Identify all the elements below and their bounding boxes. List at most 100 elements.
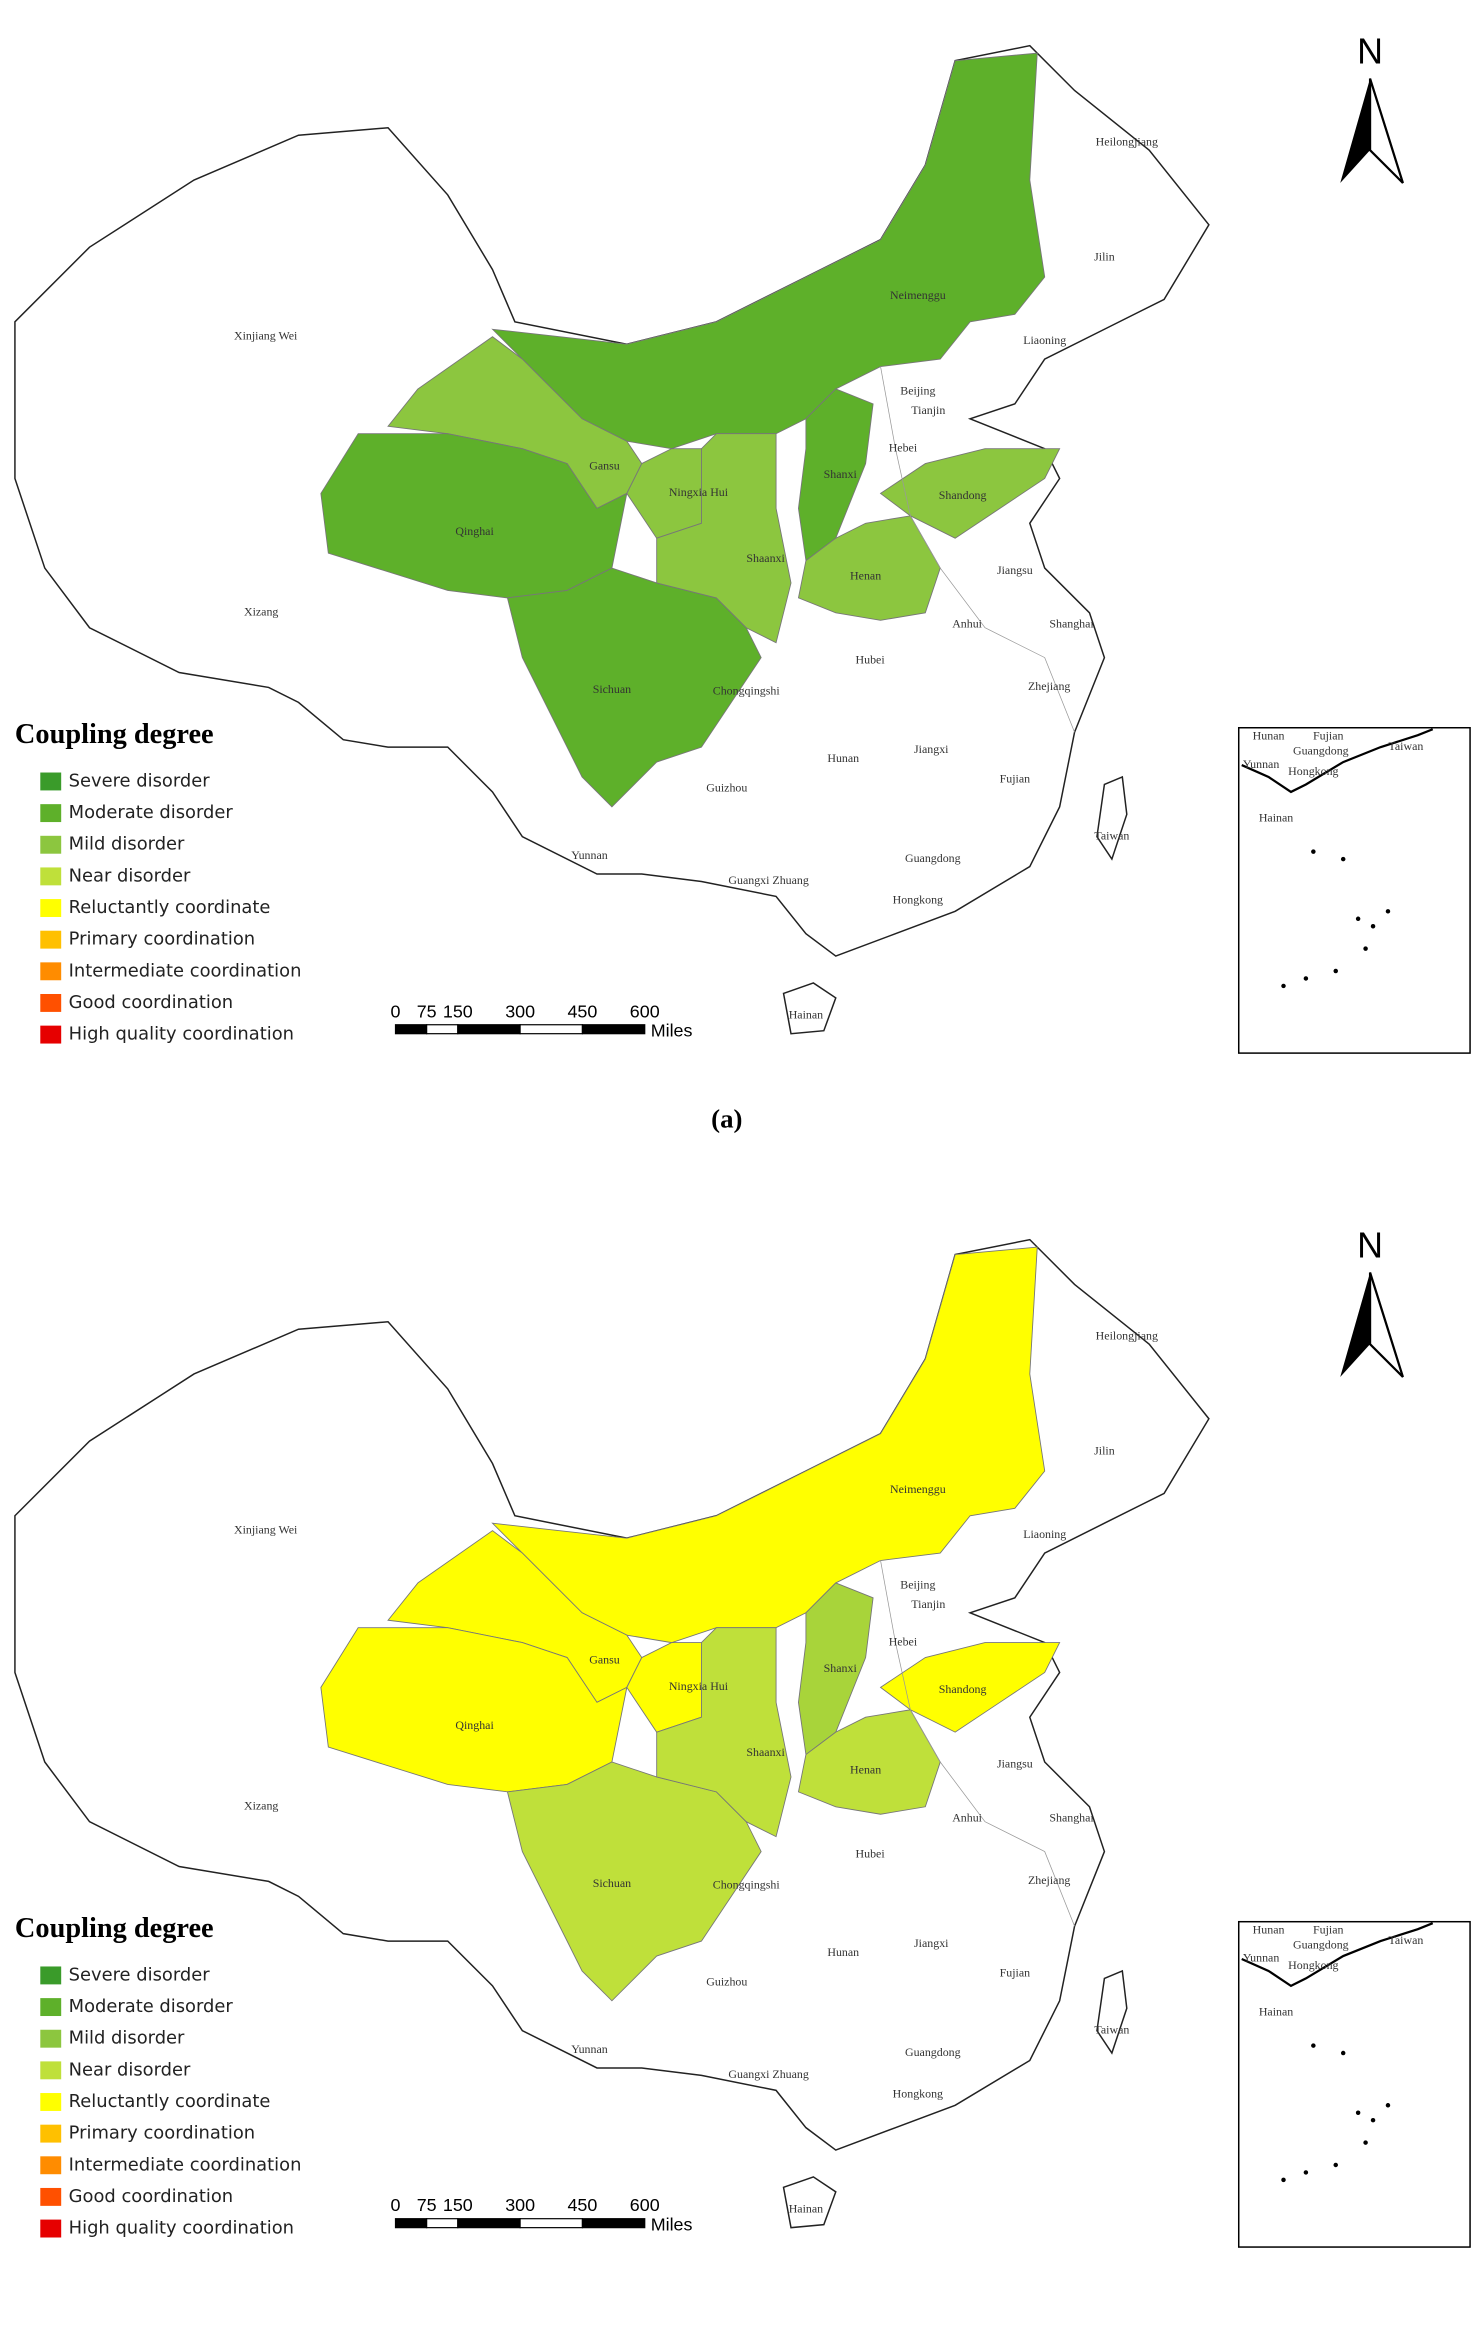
province-label: Henan: [850, 569, 881, 583]
scale-segment: [519, 1024, 584, 1035]
province-region: [506, 567, 762, 808]
inset-island: [1355, 2110, 1361, 2115]
legend-swatch: [40, 2219, 62, 2238]
scale-tick-label: 450: [567, 2195, 597, 2215]
province-label: Hubei: [856, 652, 886, 666]
legend-label: Intermediate coordination: [69, 2154, 302, 2175]
province-label: Shanghai: [1049, 616, 1094, 630]
province-label: Xizang: [244, 605, 278, 619]
inset-label: Hongkong: [1288, 1958, 1338, 1972]
province-label: Xinjiang Wei: [234, 1522, 298, 1536]
province-label: Beijing: [900, 384, 935, 398]
province-label: Hainan: [789, 2201, 823, 2215]
province-label: Anhui: [952, 1810, 982, 1824]
inset-label: Guangdong: [1293, 743, 1349, 757]
scale-tick-label: 150: [443, 1001, 473, 1021]
province-label: Heilongjiang: [1096, 1328, 1158, 1342]
scale-segment: [426, 1024, 459, 1035]
province-label: Fujian: [1000, 1966, 1031, 1980]
province-label: Neimenggu: [890, 288, 946, 302]
province-label: Fujian: [1000, 772, 1031, 786]
province-label: Beijing: [900, 1578, 935, 1592]
panel-caption: (b): [710, 2338, 743, 2342]
north-label: N: [1357, 1226, 1383, 1266]
legend-swatch: [40, 2156, 62, 2175]
inset-label: Fujian: [1313, 1922, 1344, 1936]
taiwan-island: [1096, 1969, 1128, 2055]
legend-label: Primary coordination: [69, 2123, 256, 2144]
province-label: Taiwan: [1094, 828, 1129, 842]
province-label: Chongqingshi: [713, 684, 781, 698]
province-label: Tianjin: [911, 403, 945, 417]
legend-label: Mild disorder: [69, 834, 185, 855]
inset-island: [1303, 2170, 1309, 2175]
legend-label: Severe disorder: [69, 1964, 211, 1985]
province-label: Shanghai: [1049, 1810, 1094, 1824]
inset-coast: [1241, 1922, 1434, 1988]
province-region: [797, 1709, 941, 1815]
inset-label: Hunan: [1253, 728, 1285, 742]
inset-label: Hainan: [1259, 811, 1293, 825]
province-label: Liaoning: [1023, 333, 1066, 347]
province-label: Hunan: [827, 751, 859, 765]
hainan-island: [782, 982, 837, 1035]
north-arrow-right: [1368, 1272, 1404, 1378]
province-label: Jiangsu: [997, 563, 1033, 577]
legend-swatch: [40, 1025, 62, 1044]
province-label: Taiwan: [1094, 2022, 1129, 2036]
province-label: Shandong: [939, 1682, 987, 1696]
province-label: Heilongjiang: [1096, 134, 1158, 148]
province-region: [656, 433, 792, 644]
legend-label: Good coordination: [69, 2186, 233, 2207]
inset-island: [1370, 924, 1376, 929]
inset-label: Hongkong: [1288, 764, 1338, 778]
province-label: Henan: [850, 1763, 881, 1777]
scale-segment: [519, 2218, 584, 2229]
province-label: Neimenggu: [890, 1482, 946, 1496]
province-label: Hainan: [789, 1008, 823, 1022]
scale-tick-label: 300: [505, 1001, 535, 1021]
province-label: Anhui: [952, 616, 982, 630]
inset-island: [1363, 2140, 1368, 2145]
province-borders: [880, 1560, 1075, 1927]
province-borders: [880, 366, 1075, 733]
scale-tick-label: 75: [417, 2195, 437, 2215]
scale-unit: Miles: [651, 2215, 693, 2235]
legend-label: Good coordination: [69, 992, 233, 1013]
province-label: Ningxia Hui: [669, 1679, 729, 1693]
province-region: [656, 1627, 792, 1838]
province-label: Hebei: [889, 440, 918, 454]
inset-island: [1303, 976, 1309, 981]
province-label: Guizhou: [706, 781, 747, 795]
inset-label: Yunnan: [1243, 757, 1279, 771]
inset-label: Hainan: [1259, 2004, 1293, 2018]
province-label: Guangdong: [905, 851, 961, 865]
province-label: Zhejiang: [1028, 1873, 1070, 1887]
province-label: Qinghai: [455, 524, 494, 538]
legend-swatch: [40, 1998, 62, 2017]
province-label: Liaoning: [1023, 1527, 1066, 1541]
province-region: [879, 448, 1061, 539]
scale-tick-label: 0: [391, 2195, 401, 2215]
inset-coast: [1241, 728, 1434, 794]
legend-swatch: [40, 993, 62, 1012]
inset-island: [1340, 856, 1346, 862]
north-arrow-left: [1340, 78, 1371, 183]
scale-segment: [581, 1024, 646, 1035]
province-label: Xinjiang Wei: [234, 328, 298, 342]
legend-swatch: [40, 2187, 62, 2206]
province-label: Hebei: [889, 1634, 918, 1648]
legend-label: High quality coordination: [69, 1024, 294, 1045]
inset-island: [1281, 983, 1286, 989]
province-label: Ningxia Hui: [669, 485, 729, 499]
legend-swatch: [40, 867, 62, 886]
province-label: Hongkong: [893, 2087, 943, 2101]
north-arrow-right: [1368, 78, 1404, 184]
legend-label: Severe disorder: [69, 770, 211, 791]
inset-label: Taiwan: [1388, 739, 1423, 753]
legend-swatch: [40, 2124, 62, 2143]
province-label: Jilin: [1094, 249, 1115, 263]
inset-island: [1355, 916, 1361, 922]
